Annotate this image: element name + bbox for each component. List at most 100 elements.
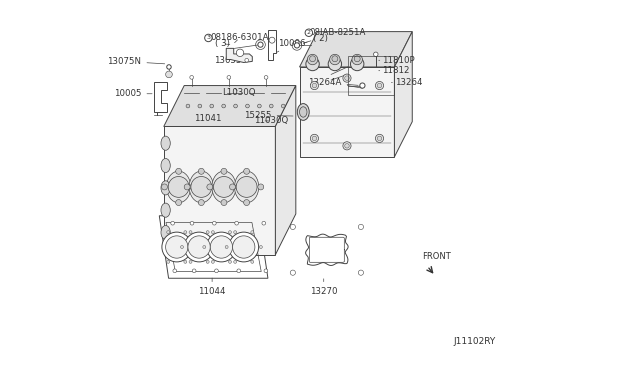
Circle shape bbox=[205, 34, 212, 42]
Ellipse shape bbox=[161, 181, 170, 195]
Polygon shape bbox=[164, 126, 275, 255]
Circle shape bbox=[198, 199, 204, 205]
Circle shape bbox=[343, 74, 351, 82]
Text: 11044: 11044 bbox=[198, 278, 226, 296]
Ellipse shape bbox=[234, 171, 259, 203]
Circle shape bbox=[312, 136, 317, 141]
Circle shape bbox=[352, 54, 362, 65]
Text: 11041: 11041 bbox=[193, 114, 221, 123]
Circle shape bbox=[330, 54, 340, 65]
Circle shape bbox=[230, 184, 236, 190]
Circle shape bbox=[232, 236, 255, 258]
Circle shape bbox=[237, 269, 241, 273]
Circle shape bbox=[358, 270, 364, 275]
Text: 08186-6301A: 08186-6301A bbox=[211, 33, 269, 43]
Text: L1030Q: L1030Q bbox=[223, 88, 256, 97]
Circle shape bbox=[175, 168, 182, 174]
Polygon shape bbox=[306, 234, 348, 266]
Ellipse shape bbox=[161, 158, 170, 173]
Circle shape bbox=[312, 83, 317, 88]
Text: 11030Q: 11030Q bbox=[254, 116, 289, 125]
Polygon shape bbox=[227, 48, 252, 62]
Circle shape bbox=[234, 104, 237, 108]
Circle shape bbox=[198, 168, 204, 174]
Ellipse shape bbox=[212, 171, 236, 203]
Circle shape bbox=[222, 104, 225, 108]
Circle shape bbox=[228, 260, 232, 263]
Circle shape bbox=[345, 76, 349, 80]
Circle shape bbox=[206, 260, 209, 263]
Text: 11810P: 11810P bbox=[379, 56, 415, 65]
Text: 08IAB-8251A: 08IAB-8251A bbox=[303, 28, 366, 43]
Circle shape bbox=[291, 270, 296, 275]
Polygon shape bbox=[394, 32, 412, 157]
Circle shape bbox=[269, 37, 275, 43]
Text: 11812: 11812 bbox=[379, 66, 410, 75]
Circle shape bbox=[221, 168, 227, 174]
Circle shape bbox=[180, 246, 184, 248]
Circle shape bbox=[235, 221, 239, 225]
Circle shape bbox=[236, 176, 257, 197]
Circle shape bbox=[212, 221, 216, 225]
Circle shape bbox=[188, 236, 211, 258]
Circle shape bbox=[291, 224, 296, 230]
Circle shape bbox=[184, 231, 187, 234]
Circle shape bbox=[190, 221, 194, 225]
Text: 10006: 10006 bbox=[277, 39, 305, 52]
Circle shape bbox=[345, 144, 349, 148]
Text: ( 3): ( 3) bbox=[215, 39, 230, 48]
Polygon shape bbox=[172, 234, 238, 257]
Polygon shape bbox=[164, 86, 296, 126]
Circle shape bbox=[343, 142, 351, 150]
Circle shape bbox=[332, 56, 338, 62]
Circle shape bbox=[184, 260, 187, 263]
Circle shape bbox=[190, 76, 193, 79]
Circle shape bbox=[227, 76, 231, 79]
Circle shape bbox=[215, 246, 218, 248]
Circle shape bbox=[210, 104, 214, 108]
Text: 13270: 13270 bbox=[310, 279, 337, 296]
Circle shape bbox=[212, 184, 218, 190]
Circle shape bbox=[214, 269, 218, 273]
Circle shape bbox=[167, 260, 170, 263]
Circle shape bbox=[192, 269, 196, 273]
Circle shape bbox=[225, 246, 228, 248]
Circle shape bbox=[354, 56, 360, 62]
Polygon shape bbox=[300, 32, 412, 67]
Text: 13264A: 13264A bbox=[308, 78, 358, 87]
Ellipse shape bbox=[300, 107, 307, 117]
Circle shape bbox=[310, 56, 316, 62]
Circle shape bbox=[206, 231, 209, 234]
Polygon shape bbox=[268, 30, 276, 60]
Polygon shape bbox=[154, 82, 168, 112]
Circle shape bbox=[207, 232, 236, 262]
Circle shape bbox=[190, 184, 196, 190]
Circle shape bbox=[167, 65, 172, 69]
Text: 2: 2 bbox=[307, 30, 311, 35]
Circle shape bbox=[186, 104, 190, 108]
Ellipse shape bbox=[166, 171, 191, 203]
Circle shape bbox=[189, 231, 192, 234]
Circle shape bbox=[234, 231, 237, 234]
Circle shape bbox=[191, 176, 212, 197]
Circle shape bbox=[258, 184, 264, 190]
Circle shape bbox=[229, 232, 259, 262]
Circle shape bbox=[251, 231, 254, 234]
Text: J11102RY: J11102RY bbox=[453, 337, 495, 346]
Circle shape bbox=[189, 260, 192, 263]
Ellipse shape bbox=[161, 225, 170, 240]
Circle shape bbox=[167, 231, 170, 234]
Circle shape bbox=[211, 236, 232, 258]
Circle shape bbox=[360, 83, 365, 88]
Circle shape bbox=[310, 81, 319, 90]
Circle shape bbox=[162, 232, 191, 262]
Circle shape bbox=[166, 71, 172, 78]
Circle shape bbox=[374, 52, 378, 57]
Circle shape bbox=[214, 176, 234, 197]
Circle shape bbox=[328, 57, 342, 71]
Circle shape bbox=[376, 134, 383, 142]
Text: 13075N: 13075N bbox=[108, 57, 164, 66]
Circle shape bbox=[376, 81, 383, 90]
Ellipse shape bbox=[161, 136, 170, 150]
Circle shape bbox=[378, 136, 381, 141]
